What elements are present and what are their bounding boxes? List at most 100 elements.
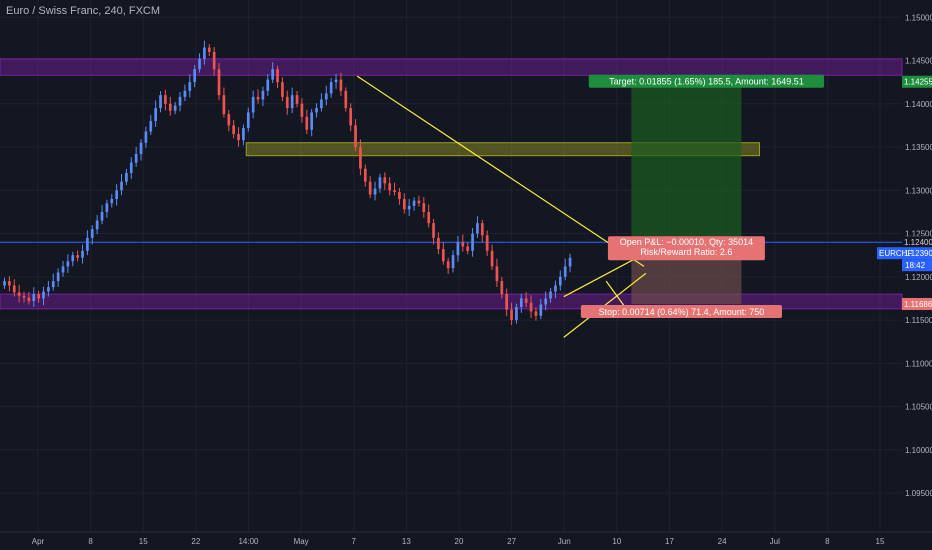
candle [144, 131, 148, 143]
candle [90, 229, 94, 238]
candle [456, 242, 460, 256]
time-tick: Jul [770, 537, 780, 546]
candle [329, 82, 333, 94]
candle [441, 249, 445, 262]
candle [81, 250, 84, 258]
candle [203, 47, 206, 59]
candle [212, 51, 216, 70]
candle [378, 177, 382, 189]
candle [51, 281, 55, 288]
entry-price-tag: 1.12400 [904, 238, 932, 247]
candle [354, 125, 357, 148]
candle [495, 266, 499, 282]
time-tick: 22 [191, 537, 200, 546]
risk-reward-label: Risk/Reward Ratio: 2.6 [640, 247, 732, 257]
candle [56, 272, 60, 282]
candle [129, 162, 133, 174]
candle [61, 266, 65, 273]
candle [183, 90, 187, 97]
candle [554, 285, 557, 292]
candle [207, 47, 211, 52]
candle [120, 181, 123, 191]
candle [8, 281, 11, 286]
candle [363, 168, 367, 182]
trendline [605, 280, 626, 308]
candle [515, 307, 518, 321]
candle [568, 257, 572, 267]
candle [549, 291, 552, 299]
candle [193, 69, 196, 83]
candle [388, 183, 392, 191]
candle [437, 237, 440, 250]
time-tick: 8 [825, 537, 830, 546]
candle [188, 82, 192, 91]
candle [168, 103, 172, 111]
time-tick: Jun [558, 537, 571, 546]
candle [164, 95, 167, 104]
time-tick: 24 [718, 537, 727, 546]
candle [27, 297, 31, 302]
countdown-bg [902, 259, 932, 272]
candle [407, 205, 411, 210]
entry-price-tag-bg [902, 236, 932, 249]
candle [115, 190, 118, 199]
candle [451, 255, 455, 269]
candle [217, 69, 221, 96]
candle [173, 105, 177, 111]
time-tick: 7 [352, 537, 357, 546]
target-price-tag-bg [902, 75, 932, 88]
candle [505, 294, 509, 310]
candle [422, 203, 426, 212]
candle [300, 103, 304, 117]
candle [344, 90, 348, 109]
price-tick: 1.12000 [905, 273, 932, 282]
time-tick: 10 [612, 537, 621, 546]
candle [22, 295, 26, 298]
candle [17, 292, 21, 296]
candle [471, 233, 474, 251]
price-tick: 1.13500 [905, 143, 932, 152]
candle [271, 69, 275, 80]
candle [105, 203, 109, 212]
chart-title: Euro / Swiss Franc, 240, FXCM [6, 5, 161, 17]
candle [544, 298, 548, 305]
candle [305, 116, 309, 130]
candle [310, 112, 314, 130]
candle [398, 192, 401, 199]
candle [368, 181, 372, 195]
countdown: 18:42 [905, 261, 926, 270]
candle [198, 58, 201, 70]
candle [32, 294, 36, 302]
candle [246, 112, 250, 129]
candle [339, 79, 343, 91]
candle [232, 125, 235, 135]
candle [139, 142, 143, 154]
stop-label-bg [580, 304, 782, 318]
candle [178, 96, 182, 106]
candle [563, 266, 567, 277]
time-tick: Apr [32, 537, 45, 546]
candle [37, 294, 40, 299]
candle [295, 95, 299, 104]
candle [42, 291, 45, 299]
candle [71, 255, 75, 262]
candle [373, 188, 377, 195]
candle [266, 79, 270, 91]
time-tick: 15 [876, 537, 885, 546]
resistance-zone [0, 58, 903, 76]
candle [222, 95, 226, 115]
candle [539, 304, 543, 316]
candle [3, 281, 6, 286]
time-tick: 8 [88, 537, 93, 546]
candle [485, 235, 489, 251]
time-tick: May [294, 537, 309, 546]
candle [290, 95, 294, 109]
target-label-bg [588, 74, 825, 88]
candle [529, 302, 533, 312]
candle [100, 211, 104, 221]
candle [237, 134, 240, 141]
target-price-tag: 1.14255 [904, 78, 932, 87]
candle [417, 200, 421, 204]
